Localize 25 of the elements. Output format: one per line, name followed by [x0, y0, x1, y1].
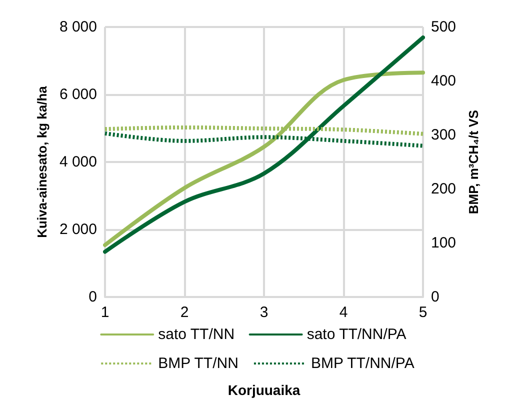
- legend-label: sato TT/NN: [158, 326, 235, 343]
- y2-tick-label: 300: [431, 126, 456, 144]
- x-tick-label: 3: [260, 304, 268, 321]
- x-tick-label: 4: [339, 304, 348, 321]
- y2-tick-label: 200: [431, 180, 456, 198]
- legend-label: sato TT/NN/PA: [306, 326, 406, 343]
- line-series: [103, 35, 425, 254]
- y2-tick-label: 400: [431, 72, 456, 90]
- y-tick-label: 0: [88, 288, 97, 306]
- y2-tick-label: 500: [431, 18, 456, 36]
- y-tick-label: 4 000: [59, 154, 97, 170]
- y2-tick-label: 100: [431, 234, 456, 252]
- y2-axis-title: BMP, m³CH₄/t VS: [466, 110, 481, 214]
- line-series: [103, 70, 425, 248]
- x-tick-label: 1: [100, 304, 110, 321]
- y-tick-label: 8 000: [59, 18, 97, 36]
- y-tick-label: 2 000: [59, 221, 97, 238]
- x-tick-label: 5: [418, 304, 428, 321]
- legend-label: BMP TT/NN: [158, 355, 238, 372]
- y-tick-label: 6 000: [59, 86, 97, 103]
- x-tick-label: 2: [180, 304, 189, 321]
- x-axis-title: Korjuuaika: [228, 382, 300, 398]
- y2-tick-label: 0: [431, 288, 440, 306]
- legend-label: BMP TT/NN/PA: [310, 355, 414, 372]
- y-axis-title: Kuiva-ainesato, kg ka/ha: [34, 85, 50, 238]
